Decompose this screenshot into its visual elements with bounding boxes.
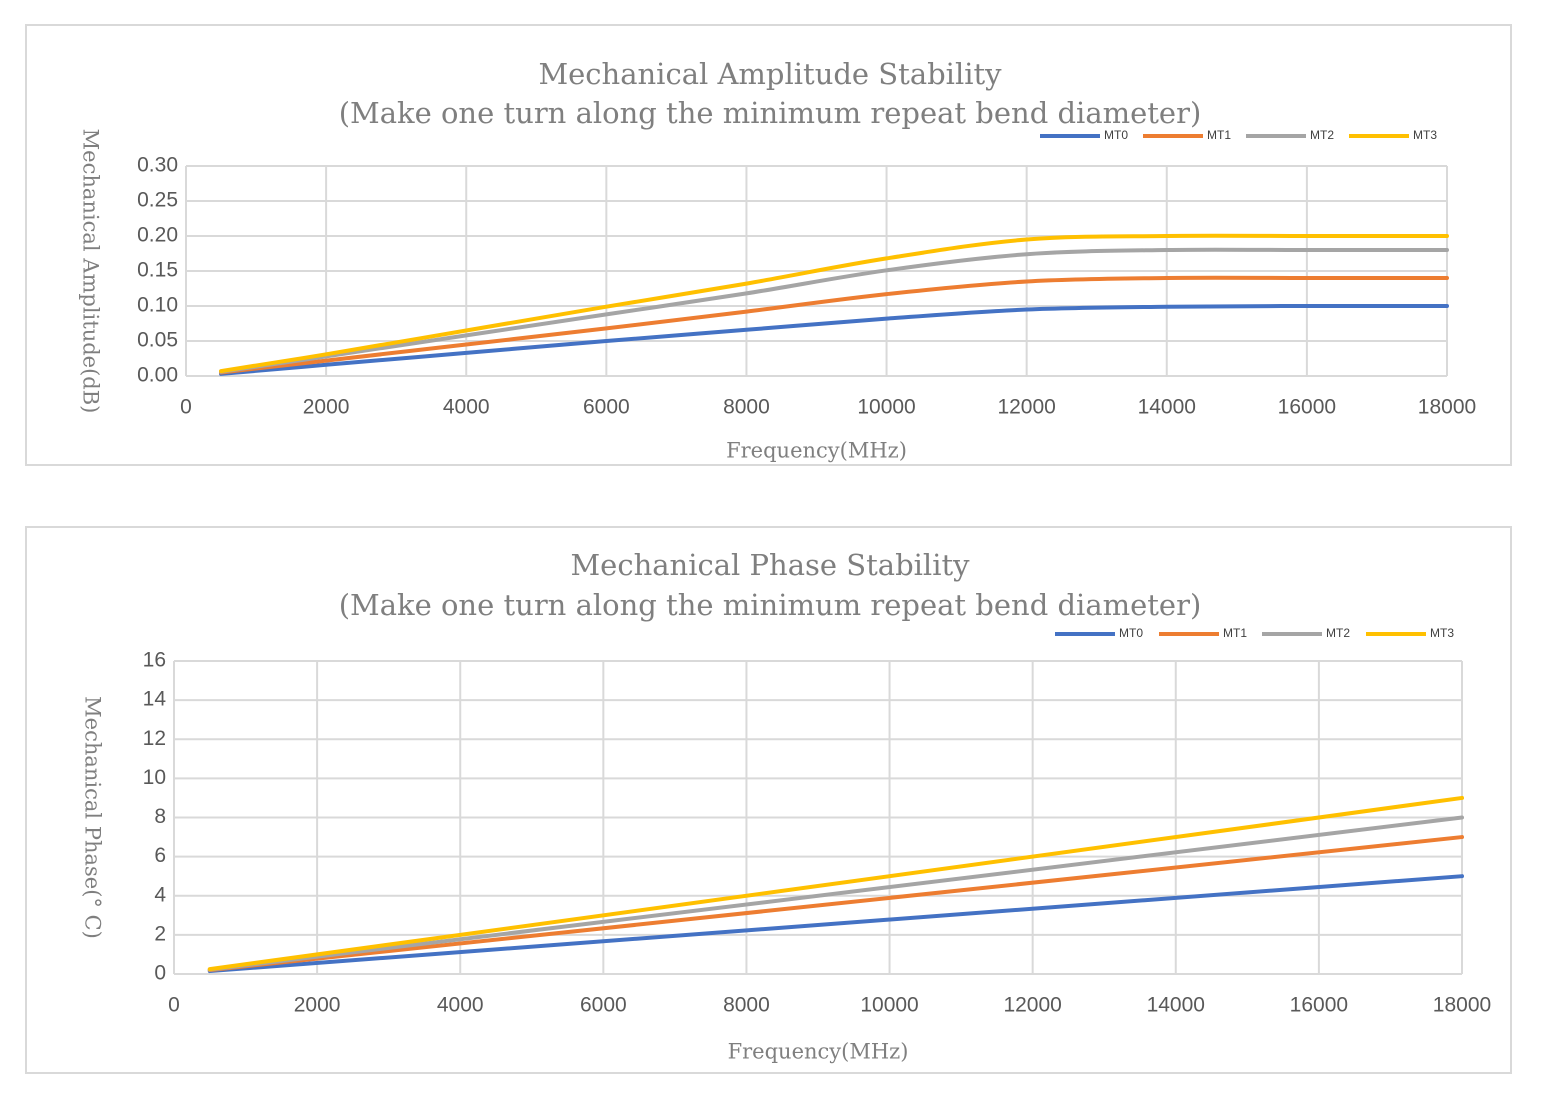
y-tick-label: 6 xyxy=(154,844,166,867)
y-tick-label: 0.25 xyxy=(137,189,178,212)
y-axis-title: Mechanical Amplitude(dB) xyxy=(79,129,103,414)
x-tick-label: 16000 xyxy=(1290,994,1348,1017)
x-tick-label: 10000 xyxy=(860,994,918,1017)
x-tick-label: 14000 xyxy=(1147,994,1205,1017)
legend-label-mt0: MT0 xyxy=(1104,128,1128,142)
x-tick-label: 6000 xyxy=(583,396,630,419)
x-axis-title: Frequency(MHz) xyxy=(728,1040,909,1064)
series-line-mt2 xyxy=(219,247,1449,374)
series-line-mt0 xyxy=(207,874,1464,974)
series-line-mt2 xyxy=(207,815,1464,972)
x-tick-label: 14000 xyxy=(1138,396,1196,419)
legend-label-mt3: MT3 xyxy=(1413,128,1437,142)
y-tick-label: 10 xyxy=(143,766,166,789)
y-tick-label: 0.20 xyxy=(137,224,178,247)
y-tick-label: 0.00 xyxy=(137,364,178,387)
x-tick-label: 0 xyxy=(168,994,180,1017)
x-tick-label: 4000 xyxy=(437,994,484,1017)
x-tick-label: 8000 xyxy=(723,994,770,1017)
x-tick-label: 8000 xyxy=(723,396,770,419)
series-line-mt0 xyxy=(219,303,1449,376)
y-tick-label: 0.15 xyxy=(137,259,178,282)
legend-label-mt2: MT2 xyxy=(1310,128,1334,142)
x-tick-label: 2000 xyxy=(294,994,341,1017)
y-tick-label: 8 xyxy=(154,805,166,828)
series-line-mt3 xyxy=(219,233,1449,374)
y-tick-label: 0 xyxy=(154,962,166,985)
chart-title: Mechanical Phase Stability xyxy=(570,548,970,582)
legend-label-mt0: MT0 xyxy=(1119,626,1143,640)
phase-chart-panel: Mechanical Phase Stability (Make one turn… xyxy=(25,526,1512,1074)
x-tick-label: 16000 xyxy=(1278,396,1336,419)
y-tick-label: 2 xyxy=(154,922,166,945)
x-axis-title: Frequency(MHz) xyxy=(726,439,907,463)
x-tick-label: 18000 xyxy=(1418,396,1476,419)
y-tick-label: 14 xyxy=(143,688,167,711)
legend-label-mt1: MT1 xyxy=(1223,626,1247,640)
x-tick-label: 4000 xyxy=(443,396,490,419)
x-tick-label: 0 xyxy=(180,396,192,419)
x-tick-label: 2000 xyxy=(303,396,350,419)
amplitude-chart: Mechanical Amplitude Stability (Make one … xyxy=(79,57,1477,463)
y-tick-label: 0.05 xyxy=(137,329,178,352)
legend-label-mt2: MT2 xyxy=(1326,626,1350,640)
series-line-mt1 xyxy=(219,275,1449,375)
x-tick-label: 10000 xyxy=(857,396,915,419)
y-axis-title: Mechanical Phase(° C) xyxy=(81,696,105,939)
y-tick-label: 16 xyxy=(143,649,166,672)
chart-subtitle: (Make one turn along the minimum repeat … xyxy=(339,96,1202,130)
series-line-mt1 xyxy=(207,835,1464,973)
series-line-mt3 xyxy=(207,795,1464,972)
y-tick-label: 12 xyxy=(143,727,166,750)
x-tick-label: 12000 xyxy=(997,396,1055,419)
x-tick-label: 12000 xyxy=(1003,994,1061,1017)
x-tick-label: 6000 xyxy=(580,994,627,1017)
amplitude-chart-panel: Mechanical Amplitude Stability (Make one … xyxy=(25,24,1512,466)
phase-chart: Mechanical Phase Stability (Make one turn… xyxy=(81,548,1492,1064)
x-tick-label: 18000 xyxy=(1433,994,1491,1017)
legend-label-mt1: MT1 xyxy=(1207,128,1231,142)
y-tick-label: 0.10 xyxy=(137,294,178,317)
chart-subtitle: (Make one turn along the minimum repeat … xyxy=(339,588,1202,622)
y-tick-label: 0.30 xyxy=(137,154,178,177)
y-tick-label: 4 xyxy=(154,883,166,906)
legend-label-mt3: MT3 xyxy=(1430,626,1454,640)
chart-title: Mechanical Amplitude Stability xyxy=(538,57,1002,91)
